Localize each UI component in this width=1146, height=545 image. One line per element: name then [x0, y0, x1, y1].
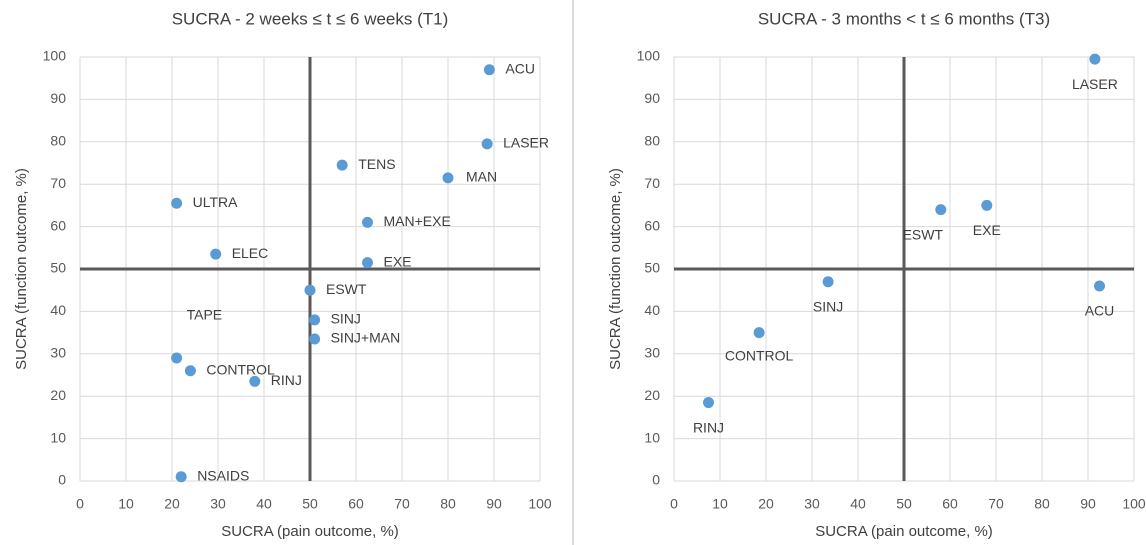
- point: [309, 333, 321, 345]
- point-label: NSAIDS: [197, 467, 249, 483]
- x-tick-label: 80: [440, 496, 456, 512]
- x-axis-label: SUCRA (pain outcome, %): [815, 523, 993, 540]
- y-tick-label: 50: [644, 260, 660, 276]
- point-label: ACU: [1085, 303, 1115, 319]
- x-tick-label: 40: [256, 496, 272, 512]
- x-tick-label: 70: [988, 496, 1004, 512]
- y-tick-label: 60: [50, 217, 66, 233]
- x-tick-label: 20: [164, 496, 180, 512]
- y-tick-label: 50: [50, 260, 66, 276]
- y-tick-label: 0: [58, 472, 66, 488]
- point: [336, 159, 348, 171]
- y-tick-label: 80: [644, 133, 660, 149]
- point: [1094, 280, 1105, 292]
- x-axis-label: SUCRA (pain outcome, %): [221, 523, 399, 540]
- y-tick-label: 90: [50, 90, 66, 106]
- y-axis-label: SUCRA (function outcome, %): [607, 168, 624, 370]
- point-label: TAPE: [187, 307, 223, 323]
- x-tick-label: 40: [850, 496, 866, 512]
- point: [171, 352, 183, 364]
- point-label: ESWT: [903, 226, 944, 242]
- x-tick-label: 0: [670, 496, 678, 512]
- point-label: MAN: [466, 169, 497, 185]
- point: [362, 257, 373, 269]
- point: [481, 138, 493, 150]
- chart-title: SUCRA - 3 months < t ≤ 6 months (T3): [758, 9, 1050, 28]
- point: [703, 397, 714, 409]
- x-tick-label: 60: [942, 496, 958, 512]
- x-tick-label: 50: [302, 496, 318, 512]
- point: [753, 327, 765, 339]
- x-tick-label: 10: [118, 496, 134, 512]
- y-axis-label: SUCRA (function outcome, %): [13, 168, 30, 370]
- x-tick-label: 60: [348, 496, 364, 512]
- point: [184, 365, 196, 377]
- point-label: CONTROL: [725, 347, 794, 363]
- point-label: LASER: [503, 135, 549, 151]
- x-tick-label: 90: [486, 496, 502, 512]
- point-label: SINJ+MAN: [331, 330, 401, 346]
- y-tick-label: 0: [652, 472, 660, 488]
- point: [362, 216, 373, 228]
- point: [171, 197, 183, 209]
- point-label: EXE: [384, 253, 412, 269]
- point: [175, 471, 187, 483]
- y-tick-label: 100: [637, 48, 661, 64]
- point-label: TENS: [358, 156, 395, 172]
- y-tick-label: 60: [644, 217, 660, 233]
- x-tick-label: 50: [896, 496, 912, 512]
- point: [1089, 53, 1101, 65]
- y-tick-label: 100: [43, 48, 67, 64]
- point-label: ULTRA: [193, 194, 239, 210]
- y-tick-label: 10: [644, 429, 660, 445]
- point: [822, 276, 834, 288]
- point: [483, 64, 495, 76]
- x-tick-label: 90: [1080, 496, 1096, 512]
- point: [309, 314, 321, 326]
- x-tick-label: 30: [210, 496, 226, 512]
- x-tick-label: 80: [1034, 496, 1050, 512]
- y-tick-label: 40: [50, 302, 66, 318]
- point-label: RINJ: [271, 372, 302, 388]
- y-tick-label: 40: [644, 302, 660, 318]
- point: [304, 284, 316, 296]
- point: [249, 375, 261, 387]
- point-label: EXE: [973, 222, 1001, 238]
- x-tick-label: 100: [528, 496, 552, 512]
- y-tick-label: 10: [50, 429, 66, 445]
- point-label: MAN+EXE: [384, 213, 451, 229]
- x-tick-label: 20: [758, 496, 774, 512]
- point-label: ELEC: [232, 245, 269, 261]
- y-tick-label: 20: [644, 387, 660, 403]
- y-tick-label: 30: [644, 345, 660, 361]
- point-label: SINJ: [813, 298, 843, 314]
- point-label: CONTROL: [206, 361, 275, 377]
- x-tick-label: 0: [76, 496, 84, 512]
- y-tick-label: 20: [50, 387, 66, 403]
- point: [935, 204, 947, 216]
- point: [981, 199, 993, 211]
- point: [442, 172, 454, 184]
- chart-title: SUCRA - 2 weeks ≤ t ≤ 6 weeks (T1): [172, 9, 449, 28]
- y-tick-label: 70: [50, 175, 66, 191]
- point-label: ESWT: [326, 281, 367, 297]
- y-tick-label: 90: [644, 90, 660, 106]
- x-tick-label: 100: [1122, 496, 1146, 512]
- y-tick-label: 70: [644, 175, 660, 191]
- x-tick-label: 70: [394, 496, 410, 512]
- point-label: SINJ: [331, 311, 361, 327]
- x-tick-label: 10: [712, 496, 728, 512]
- x-tick-label: 30: [804, 496, 820, 512]
- y-tick-label: 30: [50, 345, 66, 361]
- point: [210, 248, 222, 260]
- y-tick-label: 80: [50, 133, 66, 149]
- point-label: LASER: [1072, 76, 1118, 92]
- point-label: RINJ: [693, 419, 724, 435]
- point-label: ACU: [505, 60, 535, 76]
